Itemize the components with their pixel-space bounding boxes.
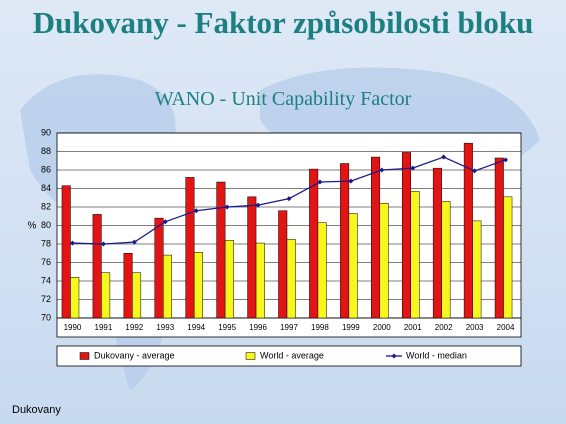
x-tick-label: 1998 — [311, 323, 329, 332]
y-tick-label: 90 — [41, 127, 51, 137]
bar — [309, 168, 319, 319]
bar — [410, 191, 420, 319]
bar — [163, 254, 173, 319]
line-marker — [162, 219, 168, 225]
bar — [379, 203, 389, 319]
legend-label: World - average — [260, 350, 324, 360]
footer: Dukovany — [12, 404, 61, 416]
y-tick-label: 88 — [41, 146, 51, 156]
bar — [340, 163, 350, 319]
legend — [56, 345, 522, 367]
legend-swatch — [391, 353, 397, 359]
x-tick-label: 1990 — [64, 323, 82, 332]
legend-label: Dukovany - average — [94, 350, 175, 360]
x-tick-label: 1996 — [249, 323, 267, 332]
bar — [154, 217, 164, 319]
bar — [317, 222, 327, 319]
x-tick-label: 1993 — [156, 323, 174, 332]
line-marker — [379, 167, 385, 173]
line-marker — [472, 168, 478, 174]
bar — [286, 239, 296, 319]
line-marker — [503, 157, 509, 163]
legend-swatch — [79, 352, 90, 360]
bar — [132, 272, 142, 319]
bar — [494, 157, 504, 319]
x-tick-label: 1994 — [187, 323, 205, 332]
bar — [101, 272, 111, 319]
bar — [123, 253, 133, 319]
bar — [432, 167, 442, 319]
x-tick-label: 1999 — [342, 323, 360, 332]
x-tick-label: 2000 — [373, 323, 391, 332]
bar — [441, 201, 451, 319]
y-tick-label: 76 — [41, 257, 51, 267]
y-tick-label: 84 — [41, 183, 51, 193]
bar — [348, 213, 358, 319]
legend-swatch — [245, 352, 256, 360]
y-tick-label: 72 — [41, 294, 51, 304]
line-marker — [100, 241, 106, 247]
bar — [185, 177, 195, 319]
bar — [193, 252, 203, 319]
bar — [224, 240, 234, 319]
x-tick-label: 2004 — [497, 323, 515, 332]
line-marker — [193, 208, 199, 214]
line-marker — [348, 178, 354, 184]
y-axis-label: % — [28, 221, 37, 232]
line-marker — [410, 165, 416, 171]
line-marker — [224, 204, 230, 210]
x-tick-label: 1995 — [218, 323, 236, 332]
subtitle: WANO - Unit Capability Factor — [154, 88, 412, 110]
x-tick-label: 1997 — [280, 323, 298, 332]
bar — [70, 277, 80, 319]
line-marker — [286, 196, 292, 202]
bar — [371, 156, 381, 319]
legend-label: World - median — [406, 350, 467, 360]
title: Dukovany - Faktor způsobilosti bloku — [32, 5, 534, 40]
x-tick-label: 1992 — [125, 323, 143, 332]
x-tick-label: 2003 — [466, 323, 484, 332]
y-tick-label: 86 — [41, 164, 51, 174]
bar — [278, 210, 288, 319]
y-tick-label: 82 — [41, 201, 51, 211]
bar — [472, 220, 482, 319]
x-tick-label: 2002 — [435, 323, 453, 332]
line-marker — [69, 240, 75, 246]
line-marker — [255, 202, 261, 208]
y-tick-label: 80 — [41, 220, 51, 230]
bar — [92, 214, 102, 319]
bar — [216, 181, 226, 319]
bar — [247, 196, 257, 319]
y-tick-label: 70 — [41, 312, 51, 322]
bar — [401, 152, 411, 319]
bar — [61, 185, 71, 319]
bar — [255, 242, 265, 319]
line-marker — [131, 239, 137, 245]
bar — [503, 196, 513, 319]
x-tick-label: 2001 — [404, 323, 422, 332]
line-marker — [441, 154, 447, 160]
x-tick-label: 1991 — [95, 323, 113, 332]
line-marker — [317, 179, 323, 185]
y-tick-label: 74 — [41, 275, 51, 285]
y-tick-label: 78 — [41, 238, 51, 248]
